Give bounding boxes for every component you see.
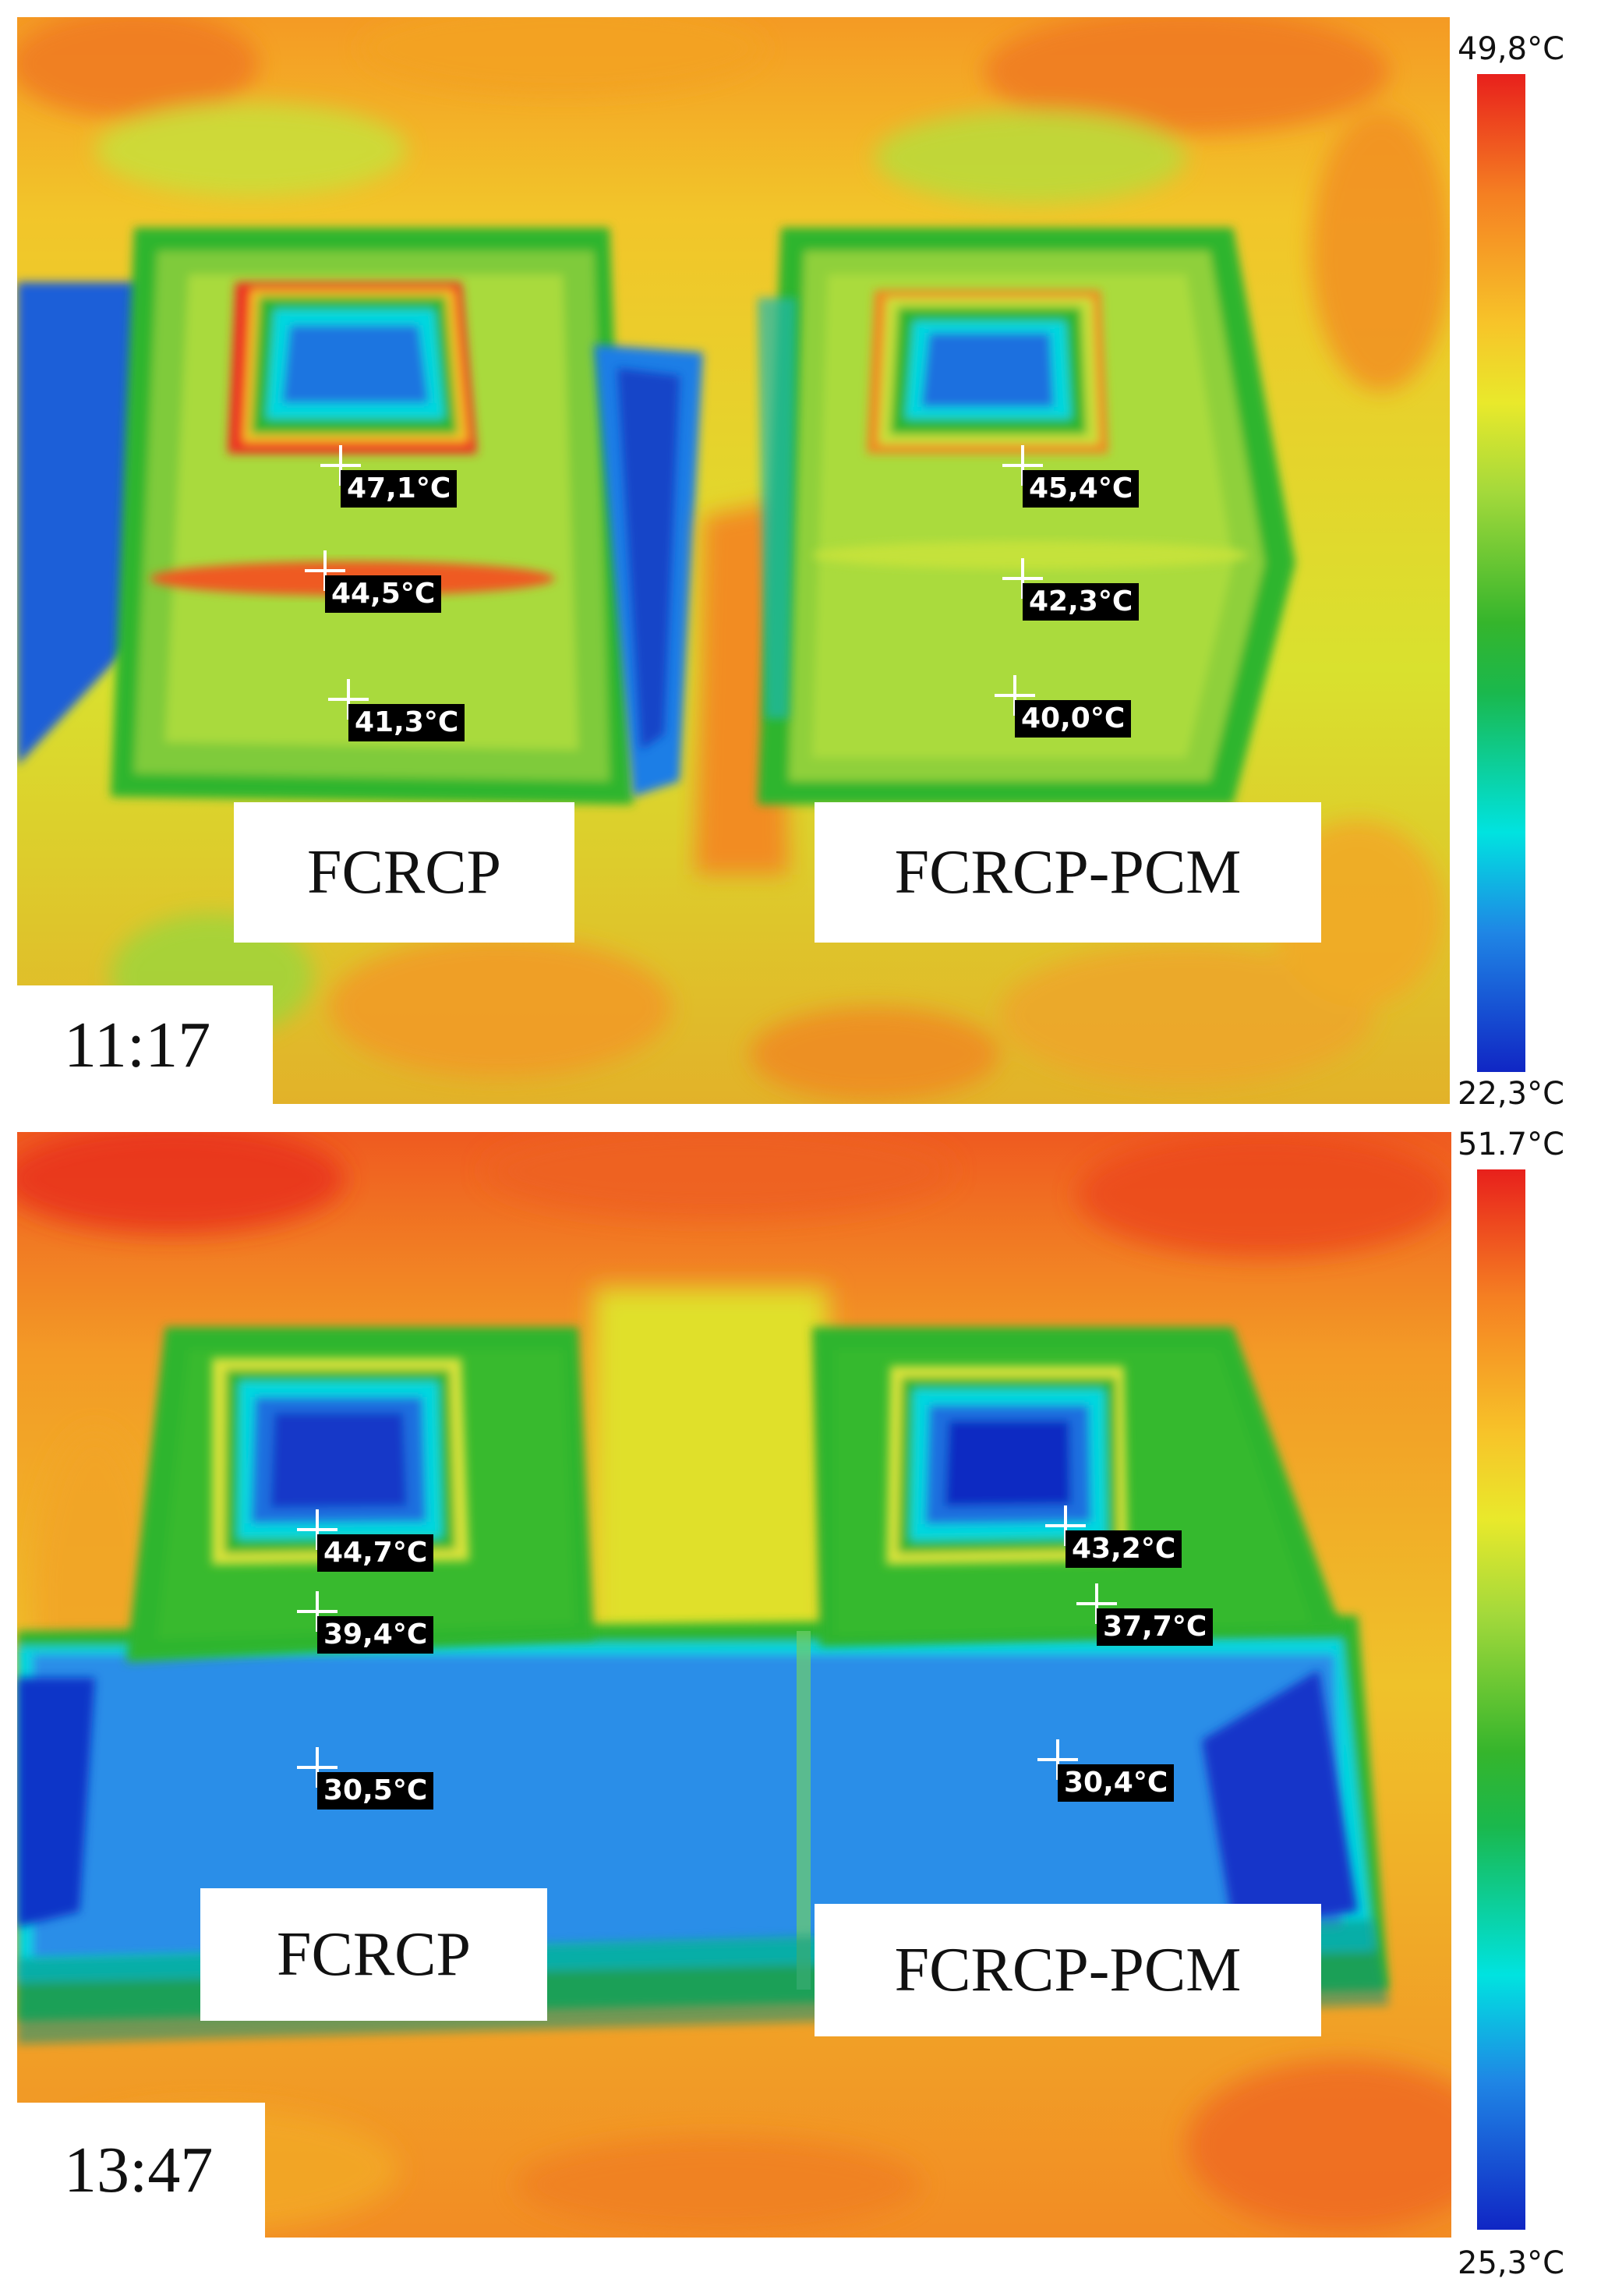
crosshair-icon xyxy=(1045,1505,1086,1546)
temperature-reading: 41,3°C xyxy=(348,704,465,741)
crosshair-icon xyxy=(297,1591,338,1632)
temperature-reading: 44,5°C xyxy=(325,575,442,613)
sample-label-fcrcp: FCRCP xyxy=(200,1888,547,2021)
temperature-reading: 37,7°C xyxy=(1097,1608,1214,1646)
crosshair-icon xyxy=(305,550,345,591)
thermal-image-1347: 44,7°C 39,4°C 30,5°C 43,2°C 37,7°C 30,4°… xyxy=(17,1132,1451,2238)
crosshair-icon xyxy=(1037,1739,1078,1780)
sample-label-fcrcp: FCRCP xyxy=(234,802,574,943)
timestamp-label: 13:47 xyxy=(17,2103,265,2238)
temperature-color-scale xyxy=(1477,74,1525,1072)
thermal-scene-2 xyxy=(17,1132,1451,2238)
crosshair-icon xyxy=(1002,445,1043,486)
crosshair-icon xyxy=(995,675,1035,716)
crosshair-icon xyxy=(297,1509,338,1550)
temperature-reading: 47,1°C xyxy=(341,470,458,508)
scale-max-label: 49,8°C xyxy=(1458,31,1564,67)
scale-min-label: 22,3°C xyxy=(1458,1076,1564,1112)
sample-label-fcrcp-pcm: FCRCP-PCM xyxy=(815,1904,1321,2036)
temperature-reading: 43,2°C xyxy=(1066,1530,1182,1568)
crosshair-icon xyxy=(1076,1583,1117,1624)
crosshair-icon xyxy=(328,679,369,720)
temperature-color-scale xyxy=(1477,1169,1525,2230)
temperature-reading: 42,3°C xyxy=(1023,583,1140,621)
temperature-reading: 30,4°C xyxy=(1058,1764,1175,1802)
crosshair-icon xyxy=(1002,558,1043,599)
scale-min-label: 25,3°C xyxy=(1458,2245,1564,2281)
crosshair-icon xyxy=(297,1747,338,1788)
scale-max-label: 51.7°C xyxy=(1458,1127,1564,1162)
temperature-reading: 40,0°C xyxy=(1015,700,1132,738)
crosshair-icon xyxy=(320,445,361,486)
temperature-reading: 39,4°C xyxy=(317,1616,434,1654)
thermal-image-1117: 47,1°C 44,5°C 41,3°C 45,4°C 42,3°C 40,0°… xyxy=(17,17,1450,1104)
temperature-reading: 45,4°C xyxy=(1023,470,1140,508)
temperature-reading: 44,7°C xyxy=(317,1534,434,1572)
thermal-scene-1 xyxy=(17,17,1450,1104)
sample-label-fcrcp-pcm: FCRCP-PCM xyxy=(815,802,1321,943)
timestamp-label: 11:17 xyxy=(17,985,273,1104)
temperature-reading: 30,5°C xyxy=(317,1772,434,1810)
